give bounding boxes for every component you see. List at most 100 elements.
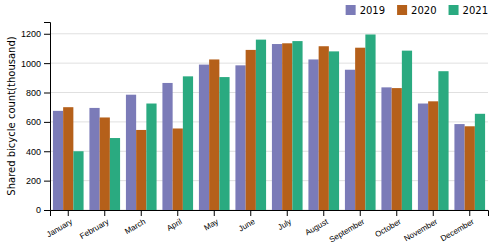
bar	[110, 138, 120, 210]
grid-line	[50, 92, 488, 93]
x-tick-mark	[396, 210, 397, 216]
bar	[136, 130, 146, 210]
x-tick-mark	[214, 210, 215, 216]
y-axis-title: Shared bicycle count(thousand)	[6, 36, 17, 195]
x-tick: March	[123, 210, 147, 236]
x-tick-label: September	[328, 217, 367, 245]
x-tick-label: November	[403, 217, 440, 243]
x-tick-mark	[141, 210, 142, 216]
bar-series	[63, 43, 475, 210]
y-tick: 800	[26, 88, 50, 98]
x-tick-mark	[323, 210, 324, 216]
x-tick-mark	[250, 210, 251, 216]
x-tick-mark	[433, 210, 434, 216]
y-axis: 0 200 400 600 800 1000 1200	[21, 23, 51, 216]
bar	[100, 117, 110, 210]
y-tick-mark	[44, 210, 50, 211]
bar	[272, 44, 282, 210]
legend-label: 2020	[411, 5, 436, 16]
bar	[345, 70, 355, 210]
y-tick: 400	[26, 147, 50, 157]
y-tick-label: 400	[26, 147, 41, 157]
x-tick-mark	[469, 210, 470, 216]
legend-swatch	[346, 5, 356, 15]
bar	[246, 50, 256, 210]
x-tick-label: May	[202, 217, 220, 232]
x-axis-line	[51, 211, 489, 217]
bar	[402, 51, 412, 210]
y-tick-mark	[44, 181, 50, 182]
x-tick-label: August	[304, 217, 331, 238]
x-tick: August	[304, 210, 331, 237]
legend-swatch	[397, 5, 407, 15]
x-tick-mark	[287, 210, 288, 216]
y-tick-mark	[44, 34, 50, 35]
x-tick: February	[78, 210, 110, 241]
bar	[329, 51, 339, 210]
bar	[73, 151, 83, 210]
y-tick-label: 800	[26, 88, 41, 98]
bar	[365, 34, 375, 210]
x-axis: JanuaryFebruaryMarchAprilMayJuneJulyAugu…	[45, 210, 489, 244]
x-tick: December	[439, 210, 476, 243]
x-tick-mark	[360, 210, 361, 216]
bar	[146, 104, 156, 210]
x-tick: June	[237, 210, 257, 234]
x-tick: July	[276, 210, 293, 232]
x-tick-label: December	[439, 217, 476, 243]
legend-label: 2019	[360, 5, 385, 16]
bar	[126, 95, 136, 210]
y-tick: 200	[26, 176, 50, 186]
y-tick-label: 200	[26, 176, 41, 186]
x-tick-label: June	[237, 217, 257, 234]
grid-line	[50, 63, 488, 64]
legend-item: 2020	[397, 5, 436, 16]
legend-item: 2021	[449, 5, 488, 16]
y-tick: 0	[36, 205, 50, 215]
y-tick-mark	[44, 151, 50, 152]
legend: 2019 2020 2021	[346, 5, 488, 16]
bar	[454, 124, 464, 210]
y-tick-mark	[44, 63, 50, 64]
y-tick-label: 0	[36, 205, 41, 215]
y-tick-mark	[44, 93, 50, 94]
y-tick-label: 1200	[21, 29, 41, 39]
bar	[162, 83, 172, 210]
bar	[475, 114, 485, 210]
x-tick-label: February	[78, 217, 110, 241]
bar	[53, 111, 63, 210]
bar	[465, 126, 475, 210]
y-tick-mark	[44, 122, 50, 123]
y-tick-label: 600	[26, 117, 41, 127]
x-tick: November	[403, 210, 440, 243]
x-tick-label: October	[373, 217, 402, 239]
x-tick: October	[373, 210, 402, 239]
y-tick: 600	[26, 117, 50, 127]
x-tick-label: March	[123, 217, 147, 236]
y-tick-label: 1000	[21, 59, 41, 69]
bar	[438, 71, 448, 210]
legend-swatch	[449, 5, 459, 15]
x-tick-mark	[104, 210, 105, 216]
bar	[392, 88, 402, 210]
bar	[199, 65, 209, 210]
x-tick: January	[45, 210, 74, 239]
bar	[381, 87, 391, 210]
bar	[355, 48, 365, 210]
x-tick-mark	[68, 210, 69, 216]
bar	[219, 77, 229, 210]
y-axis-line	[44, 23, 51, 211]
bar-series	[73, 34, 485, 210]
bars	[53, 34, 485, 210]
x-tick-label: July	[276, 217, 293, 232]
x-tick: September	[328, 210, 367, 244]
y-tick: 1200	[21, 29, 50, 39]
x-tick: May	[202, 210, 220, 232]
x-tick-label: January	[45, 217, 74, 239]
bar	[292, 41, 302, 210]
bar	[209, 59, 219, 210]
bar	[183, 76, 193, 210]
grid	[50, 34, 488, 210]
legend-item: 2019	[346, 5, 385, 16]
chart: 0 200 400 600 800 1000 1200 JanuaryFebruary Marc…	[0, 0, 500, 252]
